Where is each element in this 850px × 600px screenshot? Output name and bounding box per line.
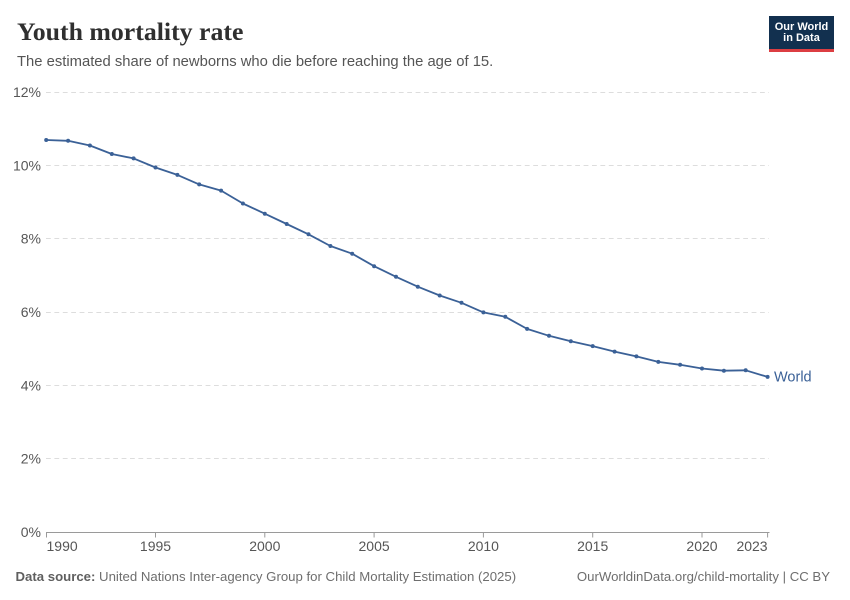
svg-text:12%: 12% <box>13 84 41 100</box>
svg-text:2005: 2005 <box>359 538 390 554</box>
svg-text:2020: 2020 <box>686 538 717 554</box>
svg-text:2000: 2000 <box>249 538 280 554</box>
svg-text:0%: 0% <box>21 524 41 540</box>
svg-text:8%: 8% <box>21 231 41 247</box>
svg-text:4%: 4% <box>21 377 41 393</box>
svg-text:2023: 2023 <box>736 538 767 554</box>
svg-text:2%: 2% <box>21 451 41 467</box>
svg-text:World: World <box>774 370 812 386</box>
svg-text:10%: 10% <box>13 157 41 173</box>
svg-text:1990: 1990 <box>47 538 78 554</box>
svg-text:2015: 2015 <box>577 538 608 554</box>
svg-text:6%: 6% <box>21 304 41 320</box>
svg-text:2010: 2010 <box>468 538 499 554</box>
svg-text:1995: 1995 <box>140 538 171 554</box>
